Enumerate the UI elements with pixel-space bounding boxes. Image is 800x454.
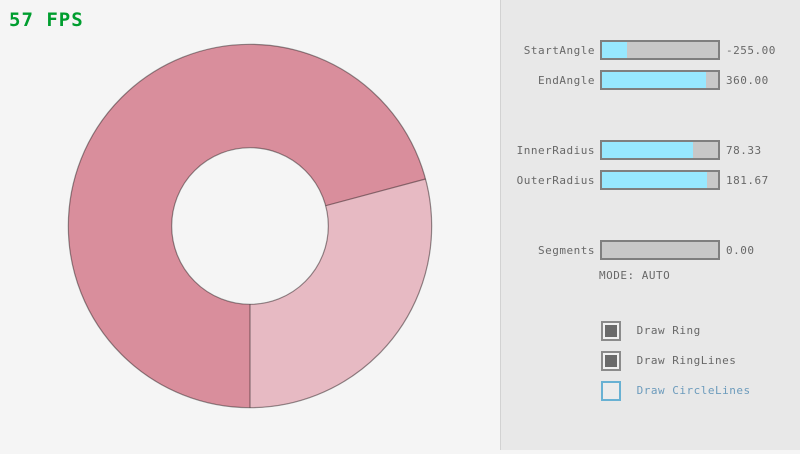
slider-row-startangle: StartAngle -255.00 (501, 40, 800, 60)
checkbox-label-draw-ring: Draw Ring (636, 324, 701, 337)
donut-ring-chart (67, 43, 433, 409)
checkbox-row-draw-ring: Draw Ring (601, 320, 701, 341)
checkbox-draw-ringlines[interactable] (601, 350, 621, 371)
slider-value-segments: 0.00 (726, 244, 755, 257)
slider-outerradius[interactable] (600, 170, 720, 190)
checkbox-label-draw-circlelines: Draw CircleLines (636, 384, 751, 397)
slider-endangle[interactable] (600, 70, 720, 90)
slider-row-innerradius: InnerRadius 78.33 (501, 140, 800, 160)
ring-canvas (67, 43, 433, 409)
slider-row-endangle: EndAngle 360.00 (501, 70, 800, 90)
control-panel: StartAngle -255.00 EndAngle 360.00 Inner… (500, 0, 800, 450)
slider-fill (602, 172, 708, 188)
slider-label-innerradius: InnerRadius (516, 144, 595, 157)
fps-counter: 57 FPS (9, 9, 84, 31)
slider-value-outerradius: 181.67 (726, 174, 769, 187)
slider-fill (602, 42, 628, 58)
slider-startangle[interactable] (600, 40, 720, 60)
checkmark-fill (605, 354, 617, 367)
slider-row-segments: Segments 0.00 (501, 240, 800, 260)
checkbox-row-draw-ringlines: Draw RingLines (601, 350, 737, 371)
checkbox-label-draw-ringlines: Draw RingLines (636, 354, 737, 367)
slider-fill (602, 72, 707, 88)
slider-label-startangle: StartAngle (523, 44, 595, 57)
checkbox-draw-circlelines[interactable] (601, 380, 621, 401)
checkmark-fill (605, 385, 617, 397)
checkbox-row-draw-circlelines: Draw CircleLines (601, 380, 751, 401)
slider-segments[interactable] (600, 240, 720, 260)
slider-innerradius[interactable] (600, 140, 720, 160)
slider-value-innerradius: 78.33 (726, 144, 762, 157)
slider-label-endangle: EndAngle (538, 74, 595, 87)
slider-value-endangle: 360.00 (726, 74, 769, 87)
checkmark-fill (605, 324, 617, 337)
slider-label-outerradius: OuterRadius (516, 174, 595, 187)
slider-fill (602, 142, 693, 158)
slider-value-startangle: -255.00 (726, 44, 776, 57)
slider-label-segments: Segments (538, 244, 595, 257)
mode-label: MODE: AUTO (599, 269, 671, 282)
checkbox-draw-ring[interactable] (601, 320, 621, 341)
slider-row-outerradius: OuterRadius 181.67 (501, 170, 800, 190)
